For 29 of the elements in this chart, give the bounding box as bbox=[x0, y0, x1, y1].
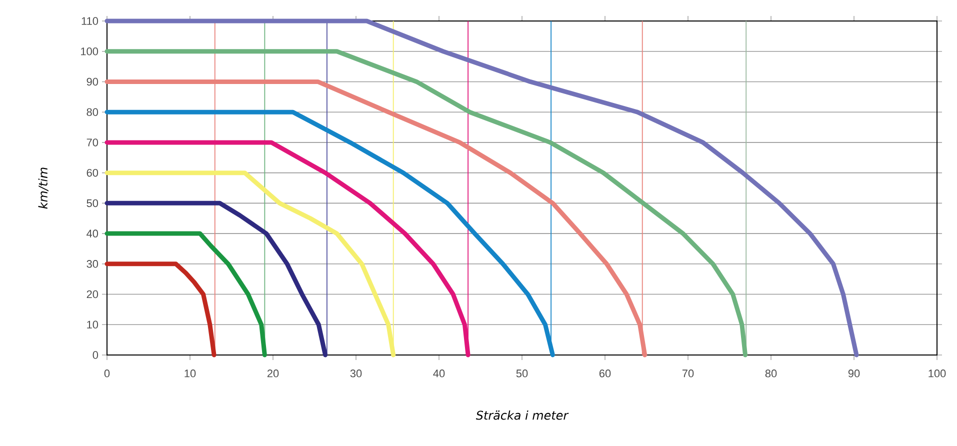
y-tick-label: 40 bbox=[86, 230, 98, 238]
y-tick-label: 20 bbox=[86, 290, 98, 298]
y-tick-label: 0 bbox=[92, 351, 98, 359]
y-tick-label: 110 bbox=[82, 17, 98, 25]
y-tick-label: 30 bbox=[86, 260, 98, 268]
line-series bbox=[104, 262, 216, 358]
x-tick-label: 0 bbox=[104, 370, 110, 378]
x-tick-label: 40 bbox=[433, 370, 445, 378]
x-tick-label: 20 bbox=[267, 370, 279, 378]
x-axis-title: Sträcka i meter bbox=[476, 410, 569, 420]
y-tick-label: 80 bbox=[86, 108, 98, 116]
y-tick-label: 90 bbox=[86, 78, 98, 86]
y-tick-label: 70 bbox=[86, 138, 98, 146]
line-series bbox=[104, 18, 859, 358]
line-series bbox=[104, 231, 267, 358]
y-tick-label: 60 bbox=[86, 168, 98, 177]
y-axis-title: km/tim bbox=[38, 168, 48, 209]
y-tick-label: 100 bbox=[81, 47, 98, 56]
x-tick-label: 90 bbox=[848, 370, 860, 378]
x-tick-label: 30 bbox=[350, 370, 362, 378]
x-tick-label: 50 bbox=[516, 370, 528, 378]
x-tick-label: 60 bbox=[599, 370, 611, 378]
y-tick-label: 10 bbox=[87, 320, 98, 329]
line-series bbox=[104, 200, 328, 358]
x-tick-label: 80 bbox=[765, 370, 777, 378]
x-tick-label: 70 bbox=[682, 370, 694, 378]
y-tick-label: 50 bbox=[86, 199, 98, 208]
x-tick-label: 100 bbox=[928, 370, 946, 378]
x-tick-label: 10 bbox=[184, 370, 196, 378]
